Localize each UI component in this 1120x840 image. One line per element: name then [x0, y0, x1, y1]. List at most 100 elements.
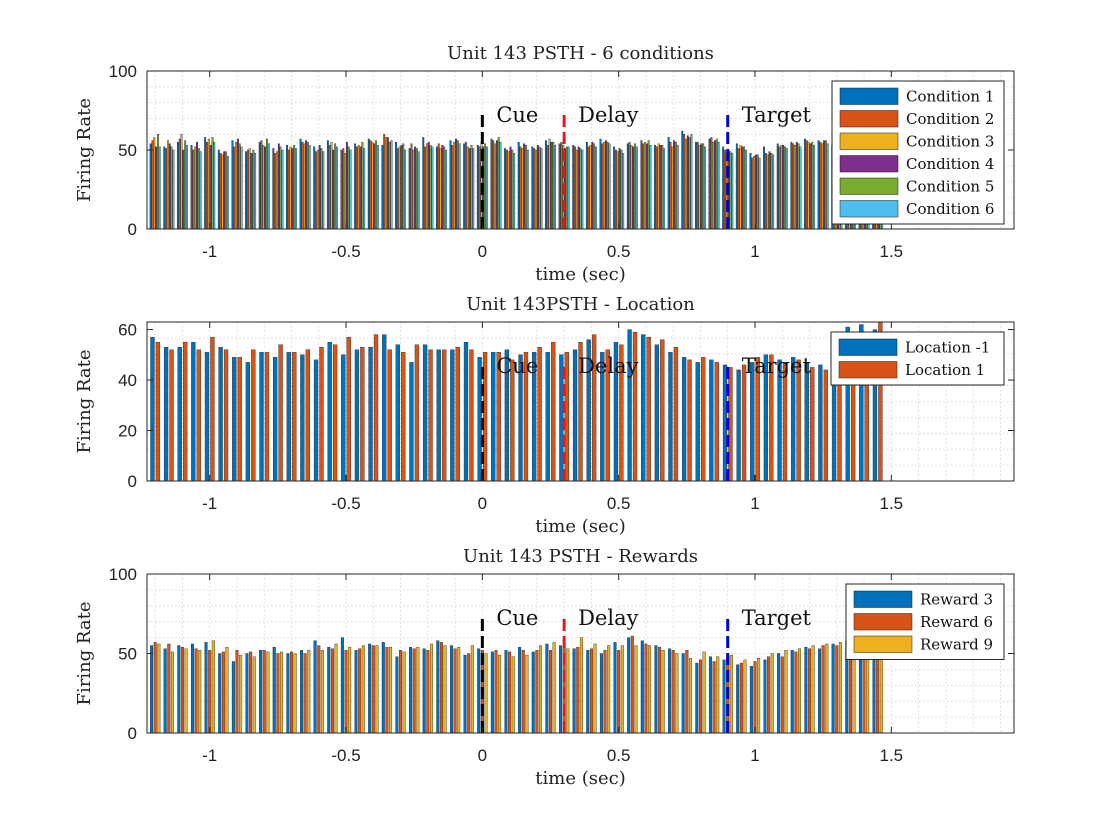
bar — [694, 141, 697, 229]
bar — [499, 141, 502, 229]
bar — [213, 141, 216, 229]
bar — [274, 152, 277, 229]
y-tick-label: 40 — [118, 371, 137, 390]
x-tick-label: 1.5 — [879, 746, 903, 765]
bar — [805, 140, 808, 229]
bar — [354, 650, 358, 733]
bar — [804, 362, 809, 481]
bar — [550, 141, 553, 229]
bar — [758, 157, 761, 229]
bar — [804, 646, 808, 733]
bar — [235, 650, 239, 733]
bar — [436, 349, 441, 481]
bar — [264, 146, 267, 229]
bar — [811, 645, 815, 733]
bar — [790, 141, 793, 229]
bar — [427, 141, 430, 229]
bar — [453, 648, 457, 733]
bar — [702, 143, 705, 229]
bar — [702, 651, 706, 733]
bar — [422, 137, 425, 229]
bar — [245, 151, 247, 229]
bar — [626, 143, 629, 229]
y-axis-label: Firing Rate — [74, 601, 95, 705]
bar — [627, 329, 632, 481]
bar — [754, 154, 757, 229]
bar — [313, 359, 319, 481]
bar — [169, 349, 174, 481]
bar — [494, 650, 498, 733]
bar — [603, 650, 607, 733]
bar — [838, 642, 842, 733]
bar — [194, 648, 198, 733]
legend: Location -1 Location 1 — [830, 331, 1005, 386]
bar — [532, 352, 537, 481]
bar — [455, 347, 460, 481]
bar — [722, 146, 725, 229]
bar — [402, 651, 406, 733]
bar — [632, 146, 635, 229]
bar — [518, 646, 522, 733]
bar — [717, 141, 720, 229]
bar — [744, 149, 747, 229]
bar — [467, 653, 471, 733]
bar — [536, 145, 539, 229]
bar — [396, 148, 399, 229]
bar — [485, 146, 488, 229]
bar — [233, 146, 236, 229]
bar — [340, 149, 343, 229]
bar — [657, 143, 660, 229]
bar — [439, 148, 442, 229]
bar — [533, 148, 536, 229]
bar — [219, 152, 222, 229]
bar — [521, 650, 525, 733]
bar — [523, 352, 529, 481]
bar — [344, 152, 347, 229]
bar — [673, 140, 676, 229]
bar — [349, 149, 352, 229]
x-tick-label: 1 — [750, 242, 759, 261]
bar — [731, 152, 734, 229]
bar — [878, 322, 883, 481]
bar — [451, 145, 454, 229]
bar — [659, 145, 662, 229]
bar — [595, 146, 597, 229]
y-tick-label: 0 — [128, 724, 137, 743]
bar — [225, 646, 229, 733]
bar — [554, 145, 556, 229]
bar — [211, 137, 214, 229]
bar — [361, 645, 365, 733]
bar — [251, 349, 256, 481]
bar — [769, 354, 774, 481]
bar — [236, 138, 239, 229]
bar — [431, 146, 434, 229]
bar — [799, 146, 802, 229]
bar — [252, 149, 255, 229]
bar — [399, 650, 403, 733]
bar — [671, 146, 674, 229]
bar — [688, 658, 692, 733]
bar — [463, 654, 467, 733]
x-tick-label: 1.5 — [879, 242, 903, 261]
bar — [373, 334, 379, 481]
bar — [279, 146, 282, 229]
legend-label: Location -1 — [905, 339, 990, 357]
bar — [704, 146, 706, 229]
bar — [347, 146, 350, 229]
bar — [772, 154, 775, 229]
bar — [363, 148, 366, 229]
bar — [698, 145, 701, 229]
bar — [770, 653, 774, 733]
bar — [395, 656, 399, 733]
bar — [498, 654, 502, 733]
bar — [316, 149, 319, 229]
bar — [476, 145, 479, 229]
bar — [150, 336, 155, 481]
bar — [576, 646, 580, 733]
bar — [511, 149, 514, 229]
bar — [376, 145, 379, 229]
bar — [183, 342, 188, 481]
bar — [425, 143, 428, 229]
bar — [792, 143, 795, 229]
bar — [348, 646, 352, 733]
